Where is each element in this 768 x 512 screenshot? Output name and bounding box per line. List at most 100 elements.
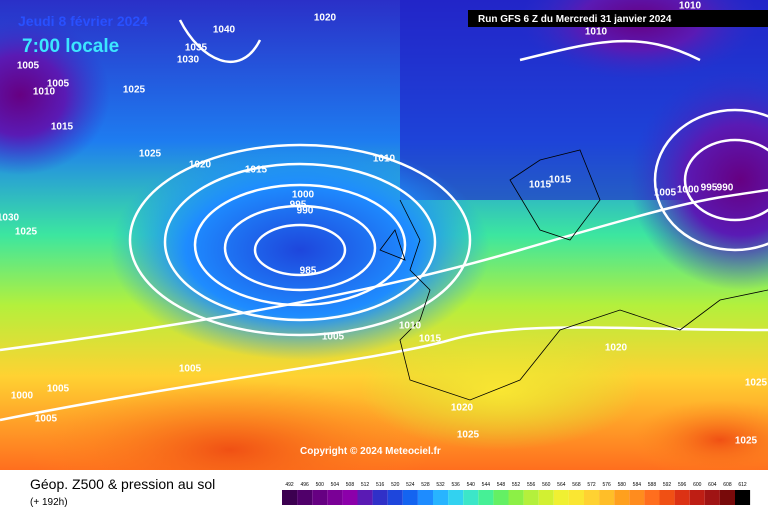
run-info: Run GFS 6 Z du Mercredi 31 janvier 2024 xyxy=(478,14,672,25)
isobar-label: 1005 xyxy=(322,332,345,343)
isobar-label: 1005 xyxy=(47,384,70,395)
legend-label: 612 xyxy=(738,482,747,488)
isobar-label: 1015 xyxy=(245,165,268,176)
isobar-label: 1005 xyxy=(654,188,677,199)
coastlines xyxy=(379,149,768,401)
isobar-label: 1025 xyxy=(457,430,480,441)
isobar-label: 995 xyxy=(701,183,718,194)
isobar-label: 1010 xyxy=(373,154,396,165)
legend-swatch xyxy=(614,490,630,505)
isobar-lines xyxy=(0,19,768,422)
isobar-label: 1030 xyxy=(177,55,200,66)
isobar-label: 1020 xyxy=(605,343,628,354)
isobar-label: 1005 xyxy=(179,364,202,375)
isobar-label: 1025 xyxy=(15,227,38,238)
legend-swatch xyxy=(417,490,433,505)
legend-label: 524 xyxy=(406,482,415,488)
isobar-label: 1015 xyxy=(51,122,74,133)
legend-swatch xyxy=(644,490,660,505)
isobar-label: 1020 xyxy=(451,403,474,414)
legend-swatch xyxy=(704,490,720,505)
isobar-label: 1025 xyxy=(745,378,768,389)
legend-label: 588 xyxy=(648,482,657,488)
legend-label: 536 xyxy=(451,482,460,488)
legend-swatch xyxy=(493,490,509,505)
legend-swatch xyxy=(463,490,479,505)
legend-label: 496 xyxy=(300,482,309,488)
legend-label: 608 xyxy=(723,482,732,488)
legend-swatch xyxy=(568,490,584,505)
legend-swatch xyxy=(372,490,388,505)
local-time: 7:00 locale xyxy=(22,36,119,57)
legend-label: 568 xyxy=(572,482,581,488)
legend-swatch xyxy=(327,490,343,505)
legend-swatch xyxy=(599,490,615,505)
legend-label: 560 xyxy=(542,482,551,488)
legend-label: 540 xyxy=(467,482,476,488)
footer-title: Géop. Z500 & pression au sol xyxy=(30,476,215,492)
copyright: Copyright © 2024 Meteociel.fr xyxy=(300,446,441,457)
isobar-label: 1010 xyxy=(679,1,702,12)
legend-swatch xyxy=(538,490,554,505)
legend-label: 512 xyxy=(361,482,370,488)
legend-label: 500 xyxy=(316,482,325,488)
isobar-label: 1035 xyxy=(185,43,208,54)
isobar-label: 985 xyxy=(300,266,317,277)
color-legend: 492 496 500 504 508 512 516 520 524 528 532 536 540 5… xyxy=(282,482,751,505)
isobar-label: 990 xyxy=(297,206,314,217)
legend-swatch xyxy=(674,490,690,505)
isobar-label: 1025 xyxy=(735,436,758,447)
legend-label: 604 xyxy=(708,482,717,488)
isobar-label: 1000 xyxy=(677,185,700,196)
legend-swatch xyxy=(659,490,675,505)
legend-label: 548 xyxy=(497,482,506,488)
legend-label: 532 xyxy=(436,482,445,488)
isobar-label: 995 xyxy=(290,200,307,211)
isobar-label: 1020 xyxy=(314,13,337,24)
isobar-label: 1000 xyxy=(11,391,34,402)
legend-swatch xyxy=(433,490,449,505)
isobar-label: 1025 xyxy=(123,85,146,96)
legend-label: 580 xyxy=(618,482,627,488)
legend-swatch xyxy=(387,490,403,505)
isobar-label: 1005 xyxy=(17,61,40,72)
legend-swatch xyxy=(629,490,645,505)
legend-label: 584 xyxy=(633,482,642,488)
isobar-label: 1030 xyxy=(0,213,20,224)
legend-label: 564 xyxy=(557,482,566,488)
legend-label: 596 xyxy=(678,482,687,488)
legend-swatch xyxy=(735,490,751,505)
legend-label: 600 xyxy=(693,482,702,488)
legend-label: 556 xyxy=(527,482,536,488)
isobar-label: 990 xyxy=(717,183,734,194)
run-banner xyxy=(468,10,768,27)
legend-label: 520 xyxy=(391,482,400,488)
legend-swatch xyxy=(312,490,328,505)
legend-swatch xyxy=(297,490,313,505)
legend-label: 576 xyxy=(602,482,611,488)
legend-label: 592 xyxy=(663,482,672,488)
isobar-label: 1025 xyxy=(139,149,162,160)
legend-swatch xyxy=(357,490,373,505)
isobar-label: 1015 xyxy=(419,334,442,345)
footer-subtitle: (+ 192h) xyxy=(30,497,68,508)
legend-swatch xyxy=(523,490,539,505)
legend-label: 492 xyxy=(285,482,294,488)
legend-swatch xyxy=(282,490,298,505)
isobar-label: 1040 xyxy=(213,25,236,36)
legend-swatch xyxy=(342,490,358,505)
legend-label: 544 xyxy=(482,482,491,488)
legend-swatch xyxy=(553,490,569,505)
isobar-label: 1005 xyxy=(35,414,58,425)
legend-label: 528 xyxy=(421,482,430,488)
legend-swatch xyxy=(719,490,735,505)
isobar-label: 1010 xyxy=(585,27,608,38)
legend-label: 516 xyxy=(376,482,385,488)
legend-swatch xyxy=(478,490,494,505)
legend-label: 552 xyxy=(512,482,521,488)
isobar-label: 1005 xyxy=(47,79,70,90)
legend-label: 504 xyxy=(331,482,340,488)
